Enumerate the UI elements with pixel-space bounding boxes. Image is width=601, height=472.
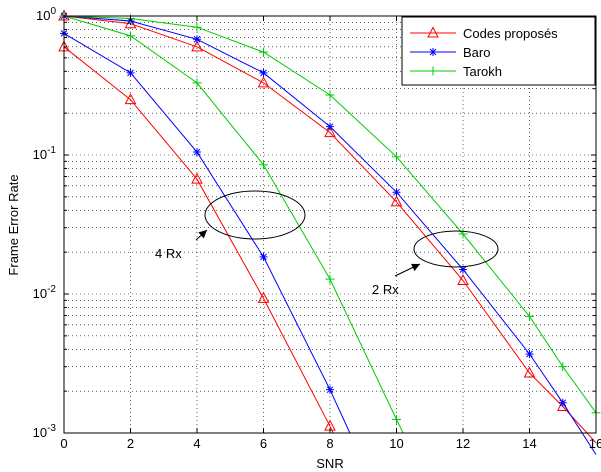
star-marker	[259, 68, 268, 77]
star-marker	[429, 48, 437, 56]
x-tick-label: 16	[589, 436, 601, 451]
series-layer	[58, 9, 601, 455]
plus-marker	[259, 160, 268, 170]
x-tick-labels: 0 2 4 6 8 10 12 14 16	[60, 436, 601, 451]
plus-marker	[558, 362, 568, 372]
x-tick-label: 0	[60, 436, 67, 451]
plus-marker	[192, 22, 202, 32]
legend-item: Codes proposés	[410, 26, 558, 41]
annotation-arrowhead	[198, 230, 207, 239]
series-line	[63, 15, 597, 413]
triangle-marker	[324, 125, 336, 138]
star-marker	[558, 398, 567, 407]
plus-marker	[325, 274, 335, 284]
y-tick-labels: 10-3 10-2 10-1 100	[33, 6, 57, 440]
annotation-label: 4 Rx	[155, 246, 182, 261]
y-tick-label: 10-2	[33, 284, 57, 301]
triangle-marker	[457, 273, 469, 286]
legend-item: Baro	[410, 45, 490, 60]
grid	[64, 16, 596, 433]
y-tick-label: 10-3	[33, 423, 57, 440]
legend-label: Codes proposés	[463, 26, 558, 41]
x-tick-label: 8	[326, 436, 333, 451]
legend: Codes proposés Baro Tarokh	[401, 16, 596, 86]
y-axis-label: Frame Error Rate	[6, 174, 21, 275]
legend-label: Tarokh	[463, 64, 502, 79]
x-tick-label: 14	[522, 436, 536, 451]
plus-marker	[325, 90, 335, 100]
star-marker	[126, 68, 135, 77]
x-tick-label: 2	[127, 436, 134, 451]
plus-marker	[428, 66, 438, 76]
triangle-marker	[124, 93, 137, 105]
triangle-marker	[257, 291, 270, 303]
star-marker	[525, 350, 534, 359]
axis-ticks	[63, 16, 597, 434]
plus-marker	[259, 47, 268, 57]
annotations: 4 Rx 2 Rx	[155, 190, 499, 297]
series-line	[63, 15, 597, 444]
series-line	[63, 32, 351, 434]
x-tick-label: 12	[456, 436, 470, 451]
legend-item: Tarokh	[410, 64, 502, 79]
legend-label: Baro	[463, 45, 490, 60]
plus-marker	[525, 311, 534, 321]
series-line	[63, 46, 334, 434]
x-tick-label: 6	[260, 436, 267, 451]
annotation-ellipse	[204, 190, 306, 240]
x-tick-label: 4	[193, 436, 200, 451]
triangle-marker	[191, 172, 203, 184]
triangle-marker	[257, 76, 270, 88]
x-axis-label: SNR	[316, 456, 343, 471]
star-marker	[326, 385, 334, 394]
plus-marker	[126, 31, 135, 41]
star-marker	[459, 265, 467, 274]
series-codes-propos-s	[58, 40, 336, 434]
star-marker	[259, 252, 268, 261]
plus-marker	[392, 152, 401, 162]
triangle-marker	[390, 195, 403, 207]
annotation-arrowhead	[411, 263, 420, 272]
y-tick-label: 10-1	[33, 145, 57, 162]
triangle-marker	[191, 40, 203, 52]
annotation-ellipse	[413, 230, 499, 268]
x-tick-label: 10	[389, 436, 403, 451]
star-marker	[326, 122, 334, 131]
plus-marker	[192, 78, 202, 88]
star-marker	[193, 35, 201, 44]
plus-marker	[392, 415, 401, 425]
star-marker	[193, 148, 201, 157]
series-line	[63, 15, 597, 455]
triangle-marker	[427, 26, 439, 38]
y-tick-label: 100	[36, 6, 56, 23]
annotation-label: 2 Rx	[372, 282, 399, 297]
triangle-marker	[523, 366, 536, 378]
star-marker	[392, 188, 401, 197]
